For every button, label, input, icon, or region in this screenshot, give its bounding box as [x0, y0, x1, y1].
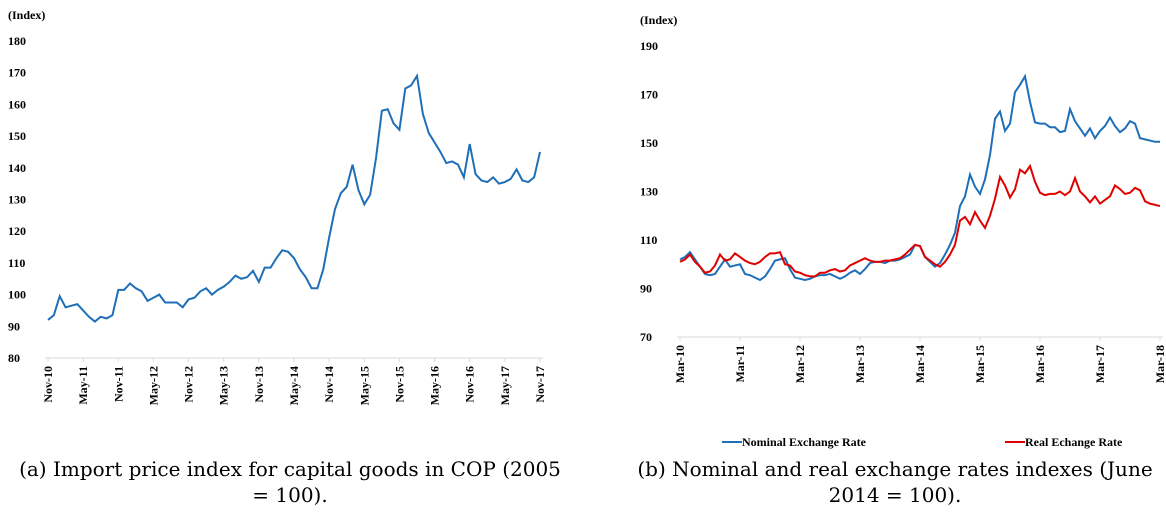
x-tick-label: Mar-10	[673, 345, 687, 383]
y-axis-label: (Index)	[640, 13, 677, 27]
data-line	[679, 163, 1161, 278]
x-tick-label: May-11	[76, 366, 90, 405]
y-tick-label: 140	[8, 161, 26, 175]
y-tick-label: 70	[640, 330, 652, 344]
y-tick-label: 190	[640, 39, 658, 53]
caption: (b) Nominal and real exchange rates inde…	[637, 457, 1153, 507]
y-tick-label: 100	[8, 288, 26, 302]
x-tick-label: May-12	[146, 366, 160, 405]
legend-label: Real Echange Rate	[1025, 435, 1123, 449]
x-tick-label: May-15	[357, 366, 371, 405]
y-tick-label: 180	[8, 34, 26, 48]
x-tick-label: Mar-13	[853, 345, 867, 383]
y-tick-label: 170	[640, 88, 658, 102]
x-tick-label: Nov-15	[392, 366, 406, 403]
y-tick-label: 120	[8, 224, 26, 238]
x-tick-label: Mar-14	[913, 345, 927, 383]
x-tick-label: Nov-17	[533, 366, 547, 403]
x-tick-label: Mar-12	[793, 345, 807, 383]
x-tick-label: Nov-11	[111, 366, 125, 402]
x-tick-label: Mar-15	[973, 345, 987, 383]
y-axis-label: (Index)	[8, 8, 45, 22]
x-tick-label: May-16	[428, 366, 442, 405]
y-tick-label: 110	[640, 233, 657, 247]
y-tick-label: 150	[640, 136, 658, 150]
x-tick-label: Nov-14	[322, 366, 336, 403]
y-tick-label: 170	[8, 66, 26, 80]
y-tick-label: 90	[8, 319, 20, 333]
caption: (a) Import price index for capital goods…	[19, 457, 561, 507]
x-tick-label: Nov-12	[182, 366, 196, 403]
x-tick-label: Nov-13	[252, 366, 266, 403]
x-tick-label: May-14	[287, 366, 301, 405]
data-line	[47, 73, 541, 323]
y-tick-label: 110	[8, 256, 25, 270]
y-tick-label: 160	[8, 97, 26, 111]
legend-label: Nominal Exchange Rate	[742, 435, 867, 449]
x-tick-label: May-13	[217, 366, 231, 405]
x-tick-label: Nov-10	[41, 366, 55, 403]
x-tick-label: Nov-16	[463, 366, 477, 403]
y-tick-label: 130	[8, 193, 26, 207]
x-tick-label: Mar-18	[1153, 345, 1166, 383]
y-tick-label: 130	[640, 185, 658, 199]
data-line	[679, 73, 1160, 282]
x-tick-label: Mar-17	[1093, 345, 1107, 383]
y-tick-label: 150	[8, 129, 26, 143]
x-tick-label: May-17	[498, 366, 512, 405]
x-tick-label: Mar-16	[1033, 345, 1047, 383]
y-tick-label: 90	[640, 282, 652, 296]
x-tick-label: Mar-11	[733, 345, 747, 383]
y-tick-label: 80	[8, 351, 20, 365]
